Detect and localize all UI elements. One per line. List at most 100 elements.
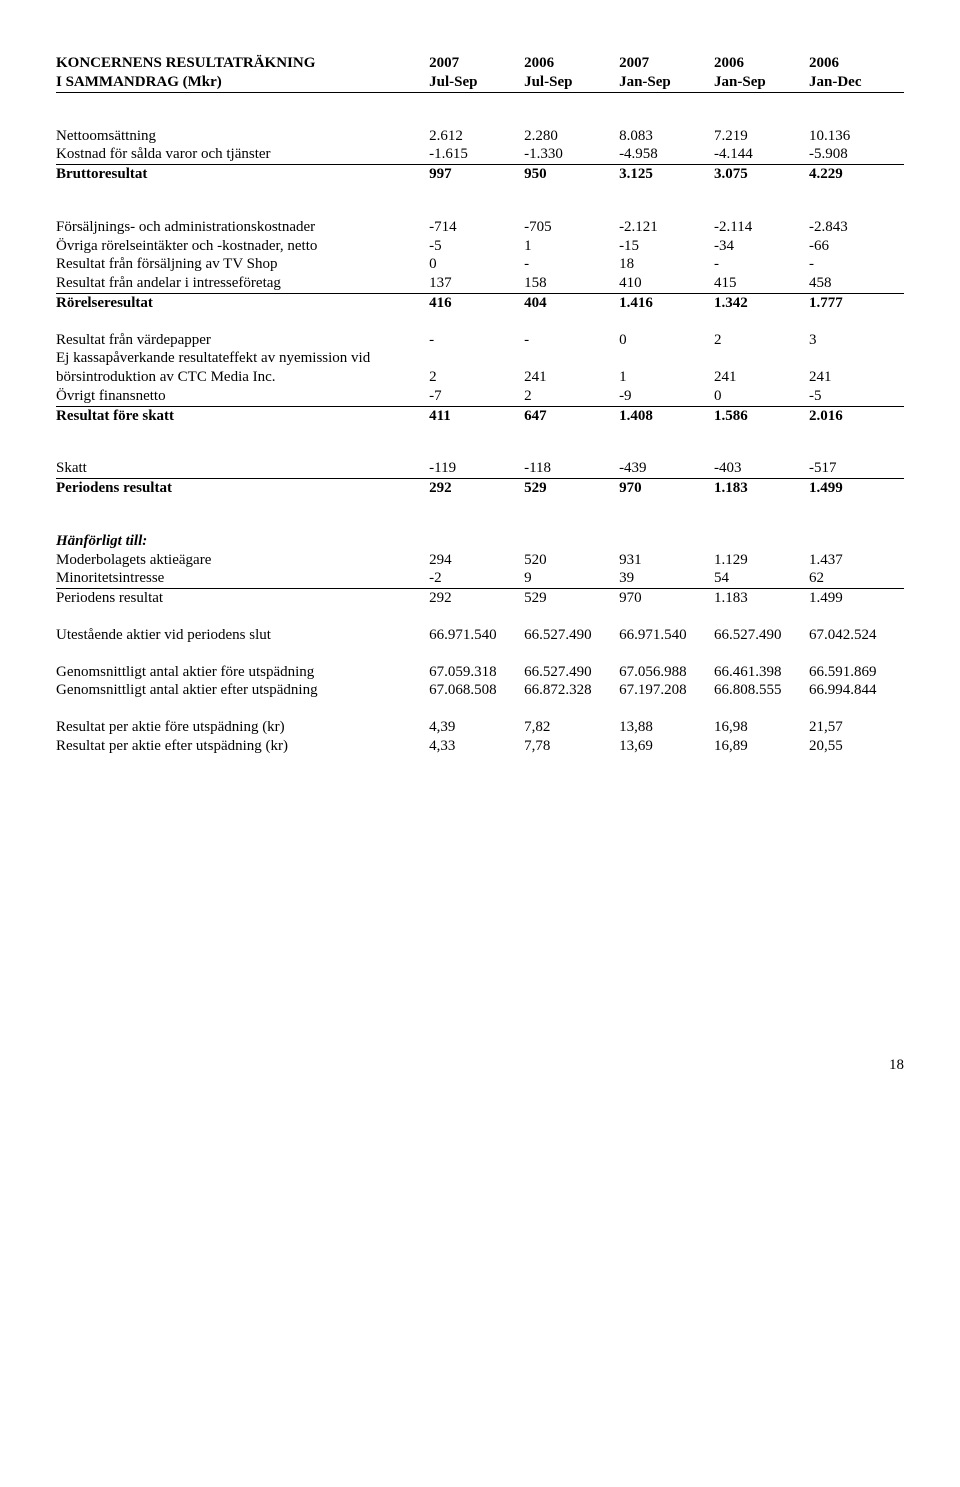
row-val: 241 [524, 368, 619, 387]
row-label: Genomsnittligt antal aktier före utspädn… [56, 663, 429, 682]
row-val: -7 [429, 387, 524, 406]
row-label: Resultat från värdepapper [56, 331, 429, 350]
row-val: 67.059.318 [429, 663, 524, 682]
row-val: 241 [809, 368, 904, 387]
row-val: 529 [524, 589, 619, 608]
row-val: 4.229 [809, 165, 904, 184]
row-val: -714 [429, 218, 524, 237]
row-val: -517 [809, 459, 904, 478]
row-val: 1.183 [714, 589, 809, 608]
row-val: -34 [714, 237, 809, 256]
row-val: -9 [619, 387, 714, 406]
row-val: 0 [714, 387, 809, 406]
row-val: - [714, 255, 809, 274]
col-period-3: Jan-Sep [714, 73, 809, 92]
row-label: Kostnad för sålda varor och tjänster [56, 145, 429, 164]
col-year-2: 2007 [619, 54, 714, 73]
row-val: 66.527.490 [524, 626, 619, 645]
col-period-1: Jul-Sep [524, 73, 619, 92]
title-line1: KONCERNENS RESULTATRÄKNING [56, 54, 429, 73]
row-label: Nettoomsättning [56, 127, 429, 146]
row-label: Resultat från andelar i intresseföretag [56, 274, 429, 293]
row-label: Bruttoresultat [56, 165, 429, 184]
row-label: Periodens resultat [56, 479, 429, 498]
row-val: 39 [619, 569, 714, 588]
row-label: Försäljnings- och administrationskostnad… [56, 218, 429, 237]
row-val: 8.083 [619, 127, 714, 146]
row-label: Övriga rörelseintäkter och -kostnader, n… [56, 237, 429, 256]
row-val: -4.144 [714, 145, 809, 164]
row-val: -5 [429, 237, 524, 256]
row-val: -2.121 [619, 218, 714, 237]
row-val: 2 [524, 387, 619, 406]
row-val: 67.197.208 [619, 681, 714, 700]
row-val: 1.586 [714, 406, 809, 425]
col-year-4: 2006 [809, 54, 904, 73]
row-val: -15 [619, 237, 714, 256]
row-val: 7.219 [714, 127, 809, 146]
row-val: 1.437 [809, 551, 904, 570]
row-val: -66 [809, 237, 904, 256]
row-val: -4.958 [619, 145, 714, 164]
row-val: 529 [524, 479, 619, 498]
section-heading: Hänförligt till: [56, 532, 904, 551]
page-number: 18 [56, 1056, 904, 1075]
row-val: 241 [714, 368, 809, 387]
row-val: 4,33 [429, 737, 524, 756]
row-val: 415 [714, 274, 809, 293]
row-val: 411 [429, 406, 524, 425]
row-val: 1.416 [619, 293, 714, 312]
row-label: Genomsnittligt antal aktier efter utspäd… [56, 681, 429, 700]
row-label: Resultat från försäljning av TV Shop [56, 255, 429, 274]
row-val: 931 [619, 551, 714, 570]
row-val: -1.330 [524, 145, 619, 164]
row-val: 62 [809, 569, 904, 588]
row-val: 2 [714, 331, 809, 350]
row-val: - [524, 255, 619, 274]
row-label: Rörelseresultat [56, 293, 429, 312]
row-val: 0 [619, 331, 714, 350]
row-val: 1 [619, 368, 714, 387]
income-statement-table: KONCERNENS RESULTATRÄKNING 2007 2006 200… [56, 54, 904, 756]
row-val: 21,57 [809, 718, 904, 737]
row-val: -119 [429, 459, 524, 478]
row-label: Övrigt finansnetto [56, 387, 429, 406]
col-period-4: Jan-Dec [809, 73, 904, 92]
row-val: 54 [714, 569, 809, 588]
col-period-0: Jul-Sep [429, 73, 524, 92]
row-val: - [809, 255, 904, 274]
row-label: Utestående aktier vid periodens slut [56, 626, 429, 645]
row-val: 66.994.844 [809, 681, 904, 700]
row-val: -118 [524, 459, 619, 478]
row-val: 2 [429, 368, 524, 387]
row-val: 1.183 [714, 479, 809, 498]
row-val: 3 [809, 331, 904, 350]
row-val: 67.042.524 [809, 626, 904, 645]
row-val: 970 [619, 479, 714, 498]
row-label: Resultat per aktie före utspädning (kr) [56, 718, 429, 737]
row-val: -2.843 [809, 218, 904, 237]
row-val: -2 [429, 569, 524, 588]
row-val: 66.527.490 [714, 626, 809, 645]
row-val: 458 [809, 274, 904, 293]
row-label: Skatt [56, 459, 429, 478]
row-val: 2.016 [809, 406, 904, 425]
row-val: 7,78 [524, 737, 619, 756]
row-val: 520 [524, 551, 619, 570]
row-val: -705 [524, 218, 619, 237]
row-val: 66.808.555 [714, 681, 809, 700]
row-val: 0 [429, 255, 524, 274]
row-val: 67.056.988 [619, 663, 714, 682]
row-val: 1 [524, 237, 619, 256]
row-val: 16,98 [714, 718, 809, 737]
col-year-1: 2006 [524, 54, 619, 73]
row-val: 410 [619, 274, 714, 293]
row-val: 137 [429, 274, 524, 293]
row-val: 1.499 [809, 589, 904, 608]
row-val: 294 [429, 551, 524, 570]
row-val: 4,39 [429, 718, 524, 737]
row-val: 404 [524, 293, 619, 312]
row-val: - [524, 331, 619, 350]
row-label: Moderbolagets aktieägare [56, 551, 429, 570]
row-val: 66.971.540 [619, 626, 714, 645]
